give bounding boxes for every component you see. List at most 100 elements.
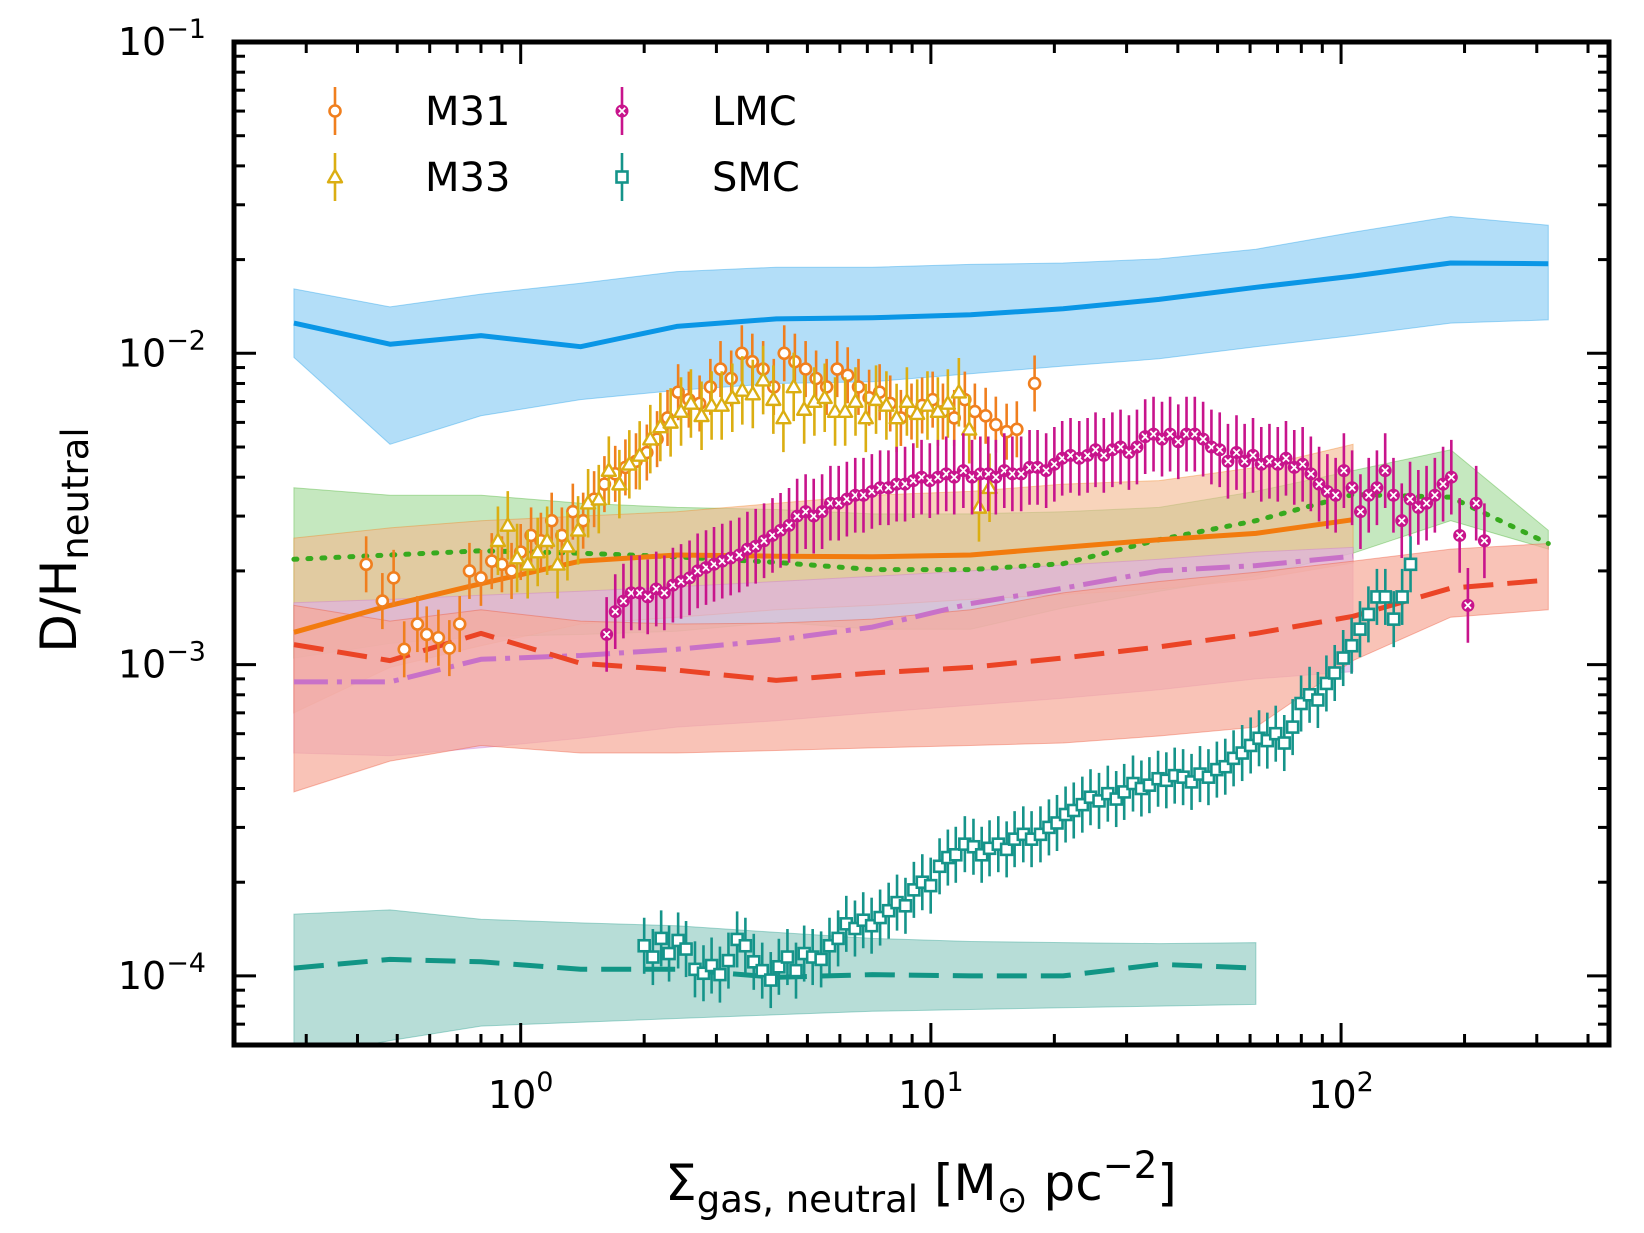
m33-point <box>489 532 507 548</box>
smc-point <box>755 963 770 978</box>
m33-point <box>744 385 762 401</box>
lmc-point <box>782 518 796 532</box>
m33-point <box>867 391 885 407</box>
lmc-point-cross <box>685 574 694 582</box>
lmc-point-cross <box>1331 491 1340 500</box>
lmc-point <box>1229 446 1243 460</box>
lmc-point-cross <box>1008 470 1017 478</box>
smc-point <box>948 847 963 862</box>
lmc-point <box>1296 457 1310 471</box>
legend-item-smc: SMC <box>615 153 800 201</box>
lmc-point-cross <box>1348 483 1356 492</box>
smc-point <box>1336 651 1350 665</box>
lmc-point-cross <box>1190 430 1199 438</box>
lmc-point-cross <box>760 536 768 545</box>
lmc-point-cross <box>627 589 636 597</box>
m31-point <box>419 627 434 642</box>
lmc-point-cross <box>818 507 826 516</box>
smc-point <box>1050 816 1064 830</box>
lmc-point-cross <box>1174 437 1183 446</box>
m31-point <box>359 557 373 572</box>
x-tick-label: 102 <box>1308 1067 1374 1117</box>
m33-point <box>693 407 710 423</box>
lmc-point <box>1453 528 1467 542</box>
lmc-point <box>641 590 655 604</box>
lmc-point-cross <box>1158 435 1166 443</box>
smc-point <box>999 842 1014 857</box>
lmc-point-cross <box>1091 445 1100 454</box>
smc-point <box>1201 770 1216 784</box>
lmc-point-cross <box>892 480 901 488</box>
smc-point <box>1033 827 1048 842</box>
lmc-point-cross <box>1249 451 1257 460</box>
lmc-point-cross <box>643 593 652 601</box>
m33-point <box>847 393 864 408</box>
legend-marker <box>328 104 342 118</box>
lmc-point <box>1329 488 1343 502</box>
lmc-point <box>815 505 829 519</box>
smc-point <box>898 898 913 913</box>
lmc-point-cross <box>1315 480 1323 488</box>
lmc-point <box>1246 448 1260 462</box>
lmc-point-cross <box>992 473 1000 482</box>
lmc-point <box>1163 427 1177 441</box>
lmc-point-cross <box>751 542 760 551</box>
m33-point <box>857 409 875 425</box>
lmc-point-cross <box>1224 457 1232 466</box>
smc-point <box>881 903 896 918</box>
lmc-point-cross <box>1199 435 1207 443</box>
m33-point <box>519 556 536 571</box>
lmc-point-cross <box>611 607 620 616</box>
x-tick-label: 100 <box>488 1067 554 1117</box>
m33-point <box>590 490 607 506</box>
smc-point <box>966 839 981 854</box>
y-axis-title: D/Hneutral <box>30 427 97 652</box>
lmc-point-cross <box>1422 499 1431 508</box>
lmc-point <box>1444 470 1458 484</box>
lmc-point-cross <box>619 597 628 605</box>
lmc-point <box>1469 496 1483 510</box>
smc-point <box>1184 775 1199 789</box>
lmc-point <box>1130 440 1144 454</box>
red-band <box>293 542 1549 793</box>
smc-point <box>789 963 803 978</box>
lmc-point <box>608 605 622 619</box>
lmc-point-cross <box>1464 601 1472 610</box>
m33-point <box>621 456 638 471</box>
smc-point <box>746 955 761 969</box>
smc-point <box>654 931 668 946</box>
m33-point <box>631 447 648 462</box>
m33-point <box>529 543 546 559</box>
lmc-point <box>1386 488 1400 502</box>
lmc-point-cross <box>1397 516 1406 525</box>
legend-label: M33 <box>425 155 510 201</box>
lmc-point <box>1171 435 1185 449</box>
lmc-point-cross <box>1232 448 1241 457</box>
lmc-point <box>1337 464 1351 478</box>
series-m33 <box>489 345 998 599</box>
smc-point <box>822 938 837 953</box>
lmc-point-cross <box>1455 531 1464 540</box>
m31-point <box>1027 376 1042 391</box>
lmc-point-cross <box>1149 430 1158 438</box>
m31-point <box>809 371 823 386</box>
lmc-point <box>1370 481 1384 495</box>
violet-band-median-line <box>293 553 1354 685</box>
lmc-point <box>657 586 671 600</box>
m33-point <box>929 403 947 419</box>
lmc-point-cross <box>1182 430 1191 438</box>
m33-point <box>713 397 730 412</box>
m33-point <box>734 382 751 397</box>
smc-point <box>873 910 887 925</box>
smc-point <box>671 933 685 948</box>
lmc-point-cross <box>1381 466 1390 475</box>
blue-band <box>293 215 1549 445</box>
m33-point <box>508 549 526 565</box>
legend-label: SMC <box>712 155 800 201</box>
lmc-point-cross <box>809 512 818 520</box>
lmc-point <box>947 470 961 484</box>
smc-point <box>646 950 660 964</box>
lmc-point-cross <box>1340 466 1348 475</box>
legend-marker <box>615 170 629 184</box>
